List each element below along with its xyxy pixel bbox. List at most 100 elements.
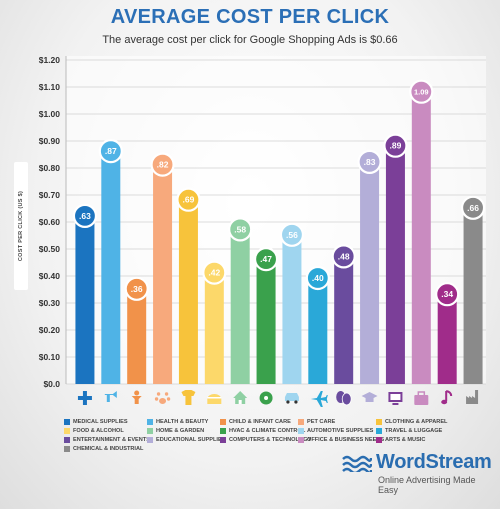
legend-item: OFFICE & BUSINESS NEEDS: [298, 437, 384, 443]
y-tick-label: $0.30: [39, 298, 61, 308]
chart-subtitle: The average cost per click for Google Sh…: [102, 34, 398, 46]
data-label-bubble: [72, 203, 98, 228]
bar: [256, 257, 276, 384]
y-tick-label: $0.0: [43, 379, 60, 389]
y-axis-label-box: [14, 162, 28, 290]
data-label-bubble: [409, 79, 434, 104]
brand-name: WordStream: [376, 451, 492, 473]
data-label-bubble: [253, 247, 279, 272]
legend-label: FOOD & ALCOHOL: [73, 428, 124, 434]
car-icon: [284, 393, 299, 404]
data-label: .66: [467, 203, 479, 213]
data-label: .82: [157, 160, 169, 170]
y-tick-label: $0.40: [39, 271, 61, 281]
bar: [282, 232, 302, 384]
legend-label: PET CARE: [307, 419, 336, 425]
legend-item: FOOD & ALCOHOL: [64, 428, 147, 434]
legend-item: HOME & GARDEN: [147, 428, 220, 434]
data-label-bubble: [150, 152, 175, 177]
factory-icon: [466, 390, 479, 404]
bar: [230, 227, 250, 384]
bar: [334, 254, 354, 384]
shirt-icon: [181, 390, 196, 405]
legend-swatch: [147, 428, 153, 434]
y-tick-label: $0.50: [39, 244, 61, 254]
data-label-bubble: [383, 133, 408, 158]
legend-label: OFFICE & BUSINESS NEEDS: [307, 437, 385, 443]
bar: [411, 89, 431, 384]
data-label: 1.09: [414, 88, 429, 97]
data-label: .36: [131, 284, 143, 294]
data-label-bubble: [331, 244, 356, 269]
hair-dryer-icon: [104, 391, 117, 402]
bar: [178, 197, 198, 384]
bar: [437, 292, 457, 384]
data-label: .58: [234, 224, 246, 234]
legend-label: CHEMICAL & INDUSTRIAL: [73, 446, 144, 452]
legend-item: CHEMICAL & INDUSTRIAL: [64, 446, 147, 452]
house-icon: [233, 391, 248, 404]
graduation-cap-icon: [361, 392, 378, 402]
legend-item: EDUCATIONAL SUPPLIES: [147, 437, 225, 443]
legend-label: HOME & GARDEN: [156, 428, 205, 434]
legend-item: TRAVEL & LUGGAGE: [376, 428, 464, 434]
bar: [308, 276, 328, 384]
legend-swatch: [376, 419, 382, 425]
legend-label: ENTERTAINMENT & EVENTS: [73, 437, 150, 443]
data-label: .87: [105, 146, 117, 156]
legend-item: ARTS & MUSIC: [376, 437, 464, 443]
brand-block: WordStream Online Advertising Made Easy: [342, 451, 492, 495]
legend-swatch: [298, 437, 304, 443]
data-label-bubble: [305, 265, 330, 291]
bar: [360, 159, 380, 384]
data-label: .40: [312, 273, 324, 283]
legend-label: ARTS & MUSIC: [385, 437, 426, 443]
music-note-icon: [441, 390, 453, 405]
legend-item: PET CARE: [298, 419, 376, 425]
baby-icon: [131, 390, 142, 404]
legend-label: CHILD & INFANT CARE: [229, 419, 291, 425]
medical-cross-icon: [77, 391, 92, 405]
bar: [75, 213, 95, 384]
legend-swatch: [147, 419, 153, 425]
legend-swatch: [64, 428, 70, 434]
legend-label: AUTOMOTIVE SUPPLIES: [307, 428, 374, 434]
bar: [127, 286, 147, 384]
food-icon: [207, 394, 222, 404]
y-tick-label: $1.00: [39, 109, 61, 119]
data-label: .83: [364, 157, 376, 167]
legend-swatch: [298, 419, 304, 425]
legend-swatch: [220, 437, 226, 443]
legend-item: COMPUTERS & TECHNOLOGY: [220, 437, 311, 443]
legend-item: HVAC & CLIMATE CONTROL: [220, 428, 305, 434]
data-label-bubble: [460, 195, 486, 220]
legend-swatch: [298, 428, 304, 434]
airplane-icon: [310, 391, 328, 407]
y-tick-label: $0.10: [39, 352, 61, 362]
legend-item: ENTERTAINMENT & EVENTS: [64, 437, 150, 443]
computer-monitor-icon: [388, 392, 403, 405]
bar: [101, 149, 121, 384]
bar: [153, 162, 173, 384]
legend-item: MEDICAL SUPPLIES: [64, 419, 147, 425]
data-label: .42: [208, 268, 220, 278]
data-label-bubble: [357, 149, 382, 175]
legend-swatch: [64, 446, 70, 452]
legend-swatch: [220, 428, 226, 434]
data-label: .48: [338, 251, 350, 261]
data-label: .89: [390, 141, 402, 151]
legend-swatch: [64, 419, 70, 425]
legend-item: HEALTH & BEAUTY: [147, 419, 220, 425]
data-label-bubble: [228, 217, 253, 242]
data-label: .63: [79, 211, 91, 221]
y-tick-label: $0.90: [39, 136, 61, 146]
legend-label: EDUCATIONAL SUPPLIES: [156, 437, 226, 443]
legend-swatch: [64, 437, 70, 443]
data-label-bubble: [202, 260, 227, 285]
legend-label: TRAVEL & LUGGAGE: [385, 428, 443, 434]
legend-item: CLOTHING & APPAREL: [376, 419, 464, 425]
legend-swatch: [147, 437, 153, 443]
legend: MEDICAL SUPPLIES HEALTH & BEAUTY CHILD & I…: [64, 419, 484, 452]
data-label-bubble: [98, 138, 123, 164]
briefcase-icon: [414, 391, 429, 405]
